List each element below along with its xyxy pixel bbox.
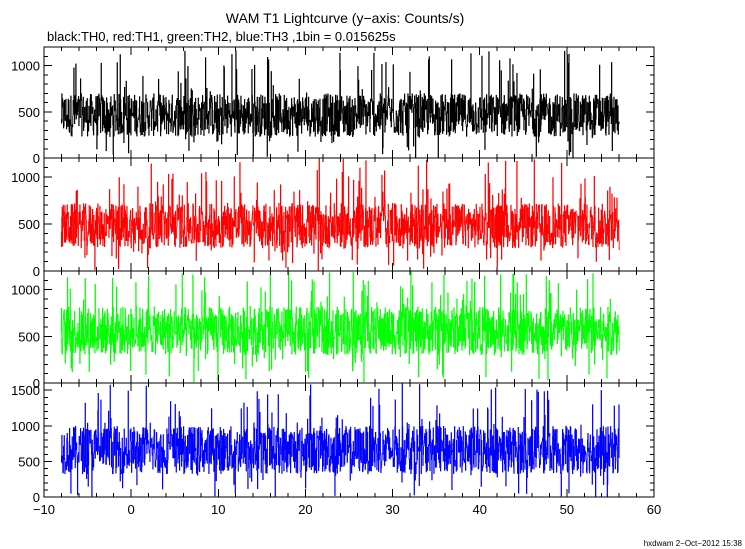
x-tick-label: 50 <box>560 502 574 517</box>
x-tick-label: −10 <box>33 502 55 517</box>
y-tick-label: 1000 <box>11 170 40 185</box>
chart-title: WAM T1 Lightcurve (y−axis: Counts/s) <box>226 10 464 26</box>
series-th0-line <box>60 50 620 158</box>
x-axis-tick-labels: −10 0 10 20 30 40 50 60 <box>33 502 661 517</box>
panel-th1: 0 500 1000 <box>11 157 655 279</box>
y-tick-label: 0 <box>33 490 40 505</box>
y-tick-label: 500 <box>18 105 40 120</box>
x-tick-label: 10 <box>211 502 225 517</box>
chart-subtitle: black:TH0, red:TH1, green:TH2, blue:TH3 … <box>47 29 396 44</box>
x-tick-label: 20 <box>298 502 312 517</box>
y-tick-label: 1000 <box>11 419 40 434</box>
x-tick-label: 0 <box>128 502 135 517</box>
y-tick-label: 1500 <box>11 383 40 398</box>
y-tick-label: 0 <box>33 151 40 166</box>
y-tick-label: 1000 <box>11 59 40 74</box>
y-tick-label: 1000 <box>11 283 40 298</box>
x-tick-label: 60 <box>647 502 661 517</box>
series-th2-line <box>60 271 620 383</box>
panel-th0: 0 500 1000 <box>11 46 655 166</box>
series-th1-line <box>60 158 620 271</box>
x-tick-label: 30 <box>385 502 399 517</box>
y-tick-label: 500 <box>18 454 40 469</box>
series-th3-line <box>60 383 620 497</box>
x-tick-label: 40 <box>472 502 486 517</box>
y-tick-label: 500 <box>18 329 40 344</box>
footer-timestamp: hxdwam 2−Oct−2012 15:38 <box>644 539 743 548</box>
y-tick-label: 500 <box>18 217 40 232</box>
y-tick-label: 0 <box>33 264 40 279</box>
panel-th3: 0 500 1000 1500 <box>11 382 655 505</box>
y-tick-label: 0 <box>33 376 40 391</box>
panel-th2: 0 500 1000 <box>11 270 655 391</box>
